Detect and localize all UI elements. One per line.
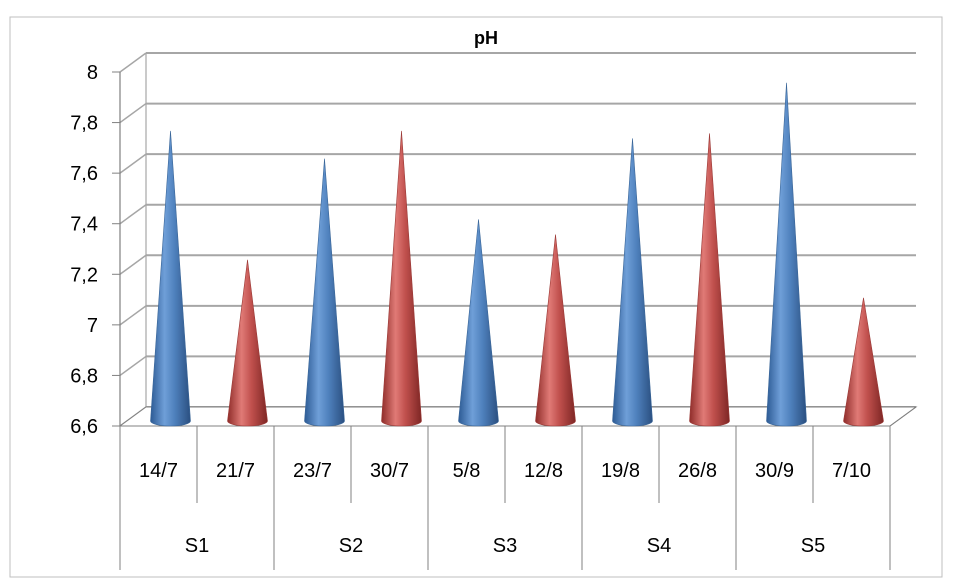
cone-7-10	[843, 297, 884, 427]
data-cones	[150, 82, 884, 427]
x-tick-label: 12/8	[524, 460, 563, 482]
cone-12-8	[535, 234, 576, 427]
x-tick-label: 14/7	[139, 460, 178, 482]
cone-14-7	[150, 130, 191, 427]
y-tick-label: 6,8	[70, 365, 98, 387]
cone-19-8	[612, 138, 653, 427]
x-group-label: S2	[339, 535, 363, 557]
floor-edge	[889, 406, 917, 427]
y-tick-label: 7,2	[70, 264, 98, 286]
y-tick-label: 6,6	[70, 416, 98, 438]
gridline-depth	[119, 254, 147, 275]
cone-26-8	[689, 133, 730, 427]
cone-30-7	[381, 130, 422, 427]
gridline-depth	[119, 153, 147, 174]
x-tick-label: 30/7	[370, 460, 409, 482]
x-axis: 14/7 21/7 23/7 30/7 5/8 12/8 19/8 26/8 30/9 7/10 S…	[119, 406, 917, 570]
x-tick-label: 7/10	[832, 460, 871, 482]
gridline-depth	[119, 102, 147, 124]
x-group-label: S4	[647, 535, 671, 557]
y-tick-label: 8	[87, 62, 98, 84]
x-group-label: S1	[185, 535, 209, 557]
chart-title: pH	[474, 28, 498, 48]
gridline-depth	[119, 52, 147, 73]
cone-21-7	[227, 259, 268, 427]
y-tick-label: 7,4	[70, 214, 98, 236]
y-tick-label: 7,8	[70, 113, 98, 135]
x-tick-label: 21/7	[216, 460, 255, 482]
x-tick-label: 30/9	[755, 460, 794, 482]
x-tick-label: 26/8	[678, 460, 717, 482]
cone-30-9	[766, 82, 807, 427]
gridline-depth	[119, 204, 147, 225]
y-tick-labels: 6,6 6,8 7 7,2 7,4 7,6 7,8 8	[70, 62, 98, 438]
x-tick-label: 19/8	[601, 460, 640, 482]
cone-5-8	[458, 219, 499, 427]
y-tick-label: 7,6	[70, 163, 98, 185]
gridline-depth	[119, 305, 147, 326]
x-tick-label: 5/8	[453, 460, 481, 482]
cone-23-7	[304, 158, 345, 427]
gridline-depth	[119, 355, 147, 377]
x-group-label: S3	[493, 535, 517, 557]
x-tick-label: 23/7	[293, 460, 332, 482]
x-group-label: S5	[801, 535, 825, 557]
y-tick-label: 7	[87, 315, 98, 337]
